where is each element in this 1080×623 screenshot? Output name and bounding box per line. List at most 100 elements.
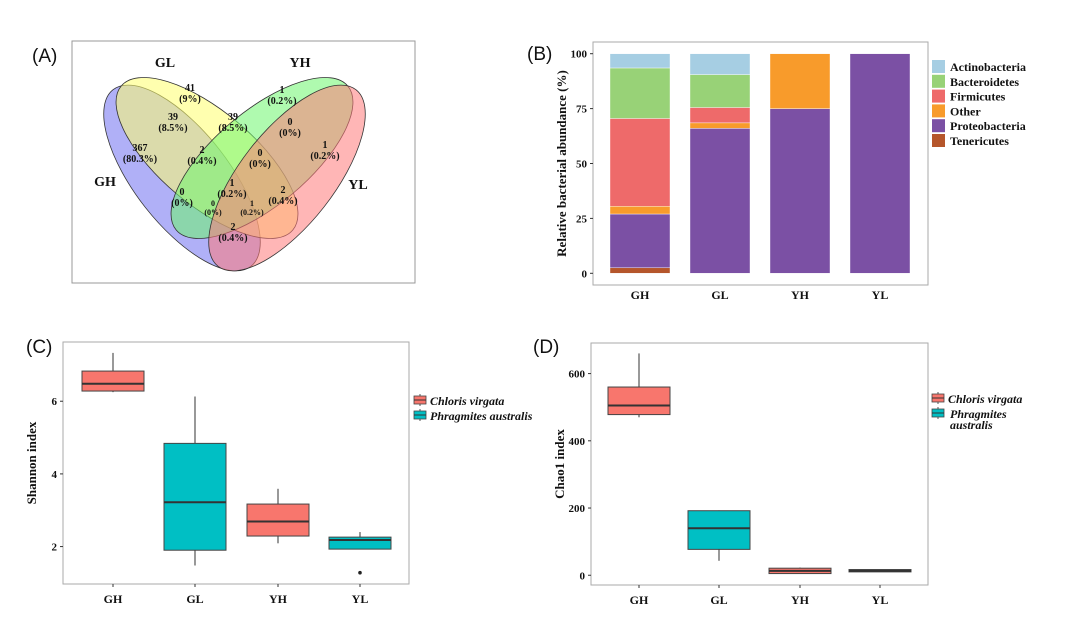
bar-segment-other-GL [689, 122, 751, 129]
x-tick-label: GH [104, 592, 123, 606]
box-GL [163, 442, 227, 551]
y-tick-label: 400 [569, 436, 586, 448]
venn-region-count: 1 [230, 178, 235, 189]
box-GL [687, 510, 751, 550]
bar-segment-proteobacteria-YL [849, 53, 911, 274]
legend-label-line: australis [950, 418, 993, 432]
y-axis-label: Relative bacterial abundance (%) [554, 70, 569, 257]
venn-region-count: 0 [180, 187, 185, 198]
venn-set-label-YL: YL [348, 178, 367, 193]
box-GH [81, 370, 145, 392]
y-tick-label: 0 [582, 268, 588, 280]
venn-region-percent: (0%) [171, 198, 193, 209]
legend-label: Chloris virgata [948, 392, 1022, 406]
x-tick-label: YH [269, 592, 288, 606]
venn-region-count: 2 [231, 222, 236, 233]
venn-set-label-YH: YH [290, 56, 311, 71]
y-tick-label: 6 [52, 396, 58, 408]
venn-region-count: 39 [168, 112, 178, 123]
venn-ellipse-YL [208, 84, 366, 272]
venn-region-percent: (0.4%) [218, 233, 247, 244]
outlier-point [358, 570, 362, 575]
venn-region-percent: (0%) [204, 208, 222, 217]
y-axis-label: Shannon index [24, 421, 39, 504]
y-axis-label: Chao1 index [552, 429, 567, 499]
legend-label: Other [950, 104, 981, 118]
venn-region-percent: (0.2%) [217, 189, 246, 200]
panel-label-c: (C) [26, 337, 52, 358]
bar-segment-proteobacteria-YH [769, 108, 831, 274]
x-tick-label: GL [711, 288, 728, 302]
y-tick-label: 75 [576, 104, 588, 116]
plot-frame [590, 342, 929, 586]
x-tick-label: GH [630, 593, 649, 607]
venn-region-count: 2 [281, 185, 286, 196]
legend-swatch-tenericutes [932, 134, 945, 147]
legend-swatch-other [932, 104, 945, 118]
panel-label-a: (A) [32, 46, 57, 67]
venn-region-count: 1 [323, 140, 328, 151]
bar-segment-actinobacteria-GL [689, 53, 751, 75]
legend-label: Chloris virgata [430, 394, 504, 408]
bar-segment-other-YH [769, 53, 831, 109]
x-tick-label: YL [352, 592, 369, 606]
bar-segment-firmicutes-GH [609, 118, 671, 207]
legend-swatch-bacteroidetes [932, 74, 945, 88]
venn-region-percent: (0%) [249, 159, 271, 170]
legend-label: Proteobacteria [950, 119, 1026, 133]
chao1-boxplot: 0 200 400 600 GH GL YH YL Chao1 index Chloris vir… [552, 342, 1022, 607]
venn-region-count: 0 [258, 148, 263, 159]
y-tick-label: 100 [571, 49, 588, 61]
x-tick-label: YL [872, 593, 889, 607]
y-tick-label: 2 [52, 542, 58, 554]
legend-swatch-proteobacteria [932, 119, 945, 133]
panel-label-b: (B) [527, 44, 552, 65]
y-tick-label: 4 [52, 469, 58, 481]
bar-segment-bacteroidetes-GL [689, 74, 751, 108]
venn-region-percent: (0.2%) [310, 151, 339, 162]
venn-region-count: 2 [200, 145, 205, 156]
y-tick-label: 200 [569, 503, 586, 515]
x-tick-label: YH [791, 593, 810, 607]
venn-region-count: 39 [228, 112, 238, 123]
venn-region-count: 367 [133, 143, 148, 154]
bar-segment-bacteroidetes-GH [609, 67, 671, 119]
venn-region-percent: (0.2%) [240, 208, 264, 217]
legend-label: Bacteroidetes [950, 75, 1019, 89]
venn-region-percent: (0.4%) [187, 156, 216, 167]
box-YL [328, 536, 392, 550]
y-tick-label: 600 [569, 369, 586, 381]
venn-region-percent: (0.4%) [268, 196, 297, 207]
legend-label: Actinobacteria [950, 60, 1026, 74]
legend-label-line: Phragmites [950, 407, 1007, 421]
bar-segment-proteobacteria-GL [689, 128, 751, 274]
legend-label: Phragmites australis [430, 409, 533, 423]
venn-set-label-GH: GH [94, 175, 116, 190]
venn-region-percent: (80.3%) [123, 154, 157, 165]
venn-region-percent: (9%) [179, 94, 201, 105]
box-GH [607, 386, 671, 416]
venn-region-percent: (0.2%) [267, 96, 296, 107]
panel-label-d: (D) [533, 337, 559, 358]
x-tick-label: GL [710, 593, 727, 607]
y-tick-label: 50 [576, 159, 588, 171]
stacked-bar-chart: 0 25 50 75 100 GH GL YH YL Relative bacterial abu… [554, 41, 1026, 302]
venn-region-percent: (8.5%) [158, 123, 187, 134]
box-YH [246, 503, 310, 537]
bar-segment-tenericutes-GH [609, 267, 671, 274]
venn-region-count: 0 [211, 199, 215, 208]
legend-label: Phragmites australis [950, 407, 1007, 432]
bar-segment-other-GH [609, 206, 671, 215]
venn-region-percent: (0%) [279, 128, 301, 139]
venn-region-count: 41 [185, 83, 195, 94]
x-tick-label: GL [186, 592, 203, 606]
venn-region-count: 1 [280, 85, 285, 96]
legend-swatch-actinobacteria [932, 60, 945, 73]
x-tick-label: YH [791, 288, 810, 302]
venn-region-count: 0 [288, 117, 293, 128]
shannon-boxplot: 2 4 6 GH GL YH YL Shannon index Chloris virgataP… [24, 341, 533, 606]
legend-label: Tenericutes [950, 134, 1009, 148]
bar-segment-firmicutes-GL [689, 107, 751, 124]
x-tick-label: YL [872, 288, 889, 302]
